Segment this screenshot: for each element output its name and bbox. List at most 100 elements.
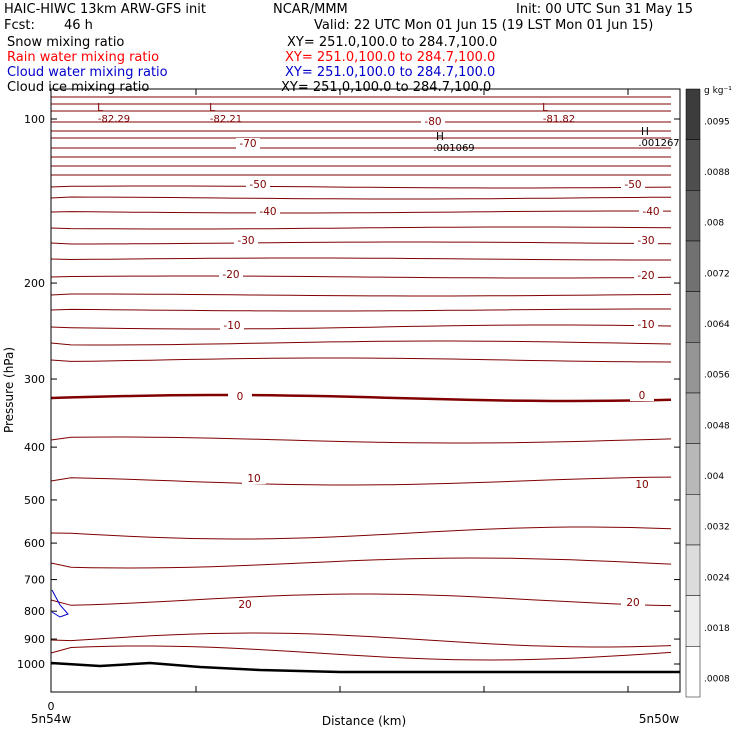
terrain-line (50, 661, 680, 674)
colorbar-tick-label: .0048 (704, 421, 730, 431)
contour-label-bg (236, 138, 260, 149)
colorbar-tick-label: .0008 (704, 675, 730, 685)
colorbar-swatch (685, 544, 701, 596)
isotherm-line (50, 357, 672, 363)
contour-label-bg (630, 479, 654, 490)
colorbar: .0095 .0088 .008 .0072 .0064 .0056 .0048 .004 .0… (685, 88, 730, 698)
extremum-marker: L (97, 102, 103, 114)
extremum-value: -81.82 (543, 114, 575, 125)
contour-label: -40 (259, 206, 276, 218)
extremum-value: .001069 (433, 143, 474, 154)
plot-frame (50, 88, 681, 693)
contour-label: -30 (637, 235, 654, 247)
colorbar-tick-label: .0064 (704, 320, 730, 330)
contour-label-bg (233, 599, 257, 610)
contour-label-bg (228, 391, 252, 402)
contour-label-bg (630, 390, 654, 401)
fcst-label: Fcst: (4, 18, 35, 33)
isotherm-line (50, 557, 672, 569)
extremum-marker: H (641, 126, 649, 138)
colorbar-swatch (685, 139, 701, 191)
colorbar-swatch (685, 190, 701, 242)
contour-label: 10 (247, 473, 260, 485)
y-tick-label: 400 (24, 441, 45, 454)
field-xy-cloud-ice: XY= 251.0,100.0 to 284.7,100.0 (281, 80, 492, 95)
contour-label: -40 (642, 206, 659, 218)
contour-label: -20 (637, 270, 654, 282)
colorbar-swatch (685, 595, 701, 647)
y-axis-label: Pressure (hPa) (2, 347, 16, 433)
y-tick-label: 600 (24, 537, 45, 550)
contour-label: 10 (635, 479, 648, 491)
contour-label: -80 (424, 116, 441, 128)
x-tick-zero: 0 (48, 700, 55, 713)
fcst-value: 46 h (64, 18, 93, 33)
field-name-rain: Rain water mixing ratio (7, 50, 160, 65)
contour-label-bg (219, 269, 243, 280)
contour-label-bg (621, 597, 645, 608)
colorbar-tick-label: .0032 (704, 523, 730, 533)
isotherm-line (50, 324, 672, 330)
y-tick-label: 700 (24, 574, 45, 587)
isotherm-line (50, 436, 672, 444)
colorbar-swatch (685, 291, 701, 343)
model-title: HAIC-HIWC 13km ARW-GFS init (4, 2, 206, 17)
field-xy-rain: XY= 251.0,100.0 to 284.7,100.0 (285, 50, 496, 65)
contour-label: -30 (237, 235, 254, 247)
colorbar-tick-label: .0088 (704, 168, 730, 178)
isotherm-line (50, 393, 672, 403)
isotherm-line (50, 526, 672, 540)
field-name-cloud-water: Cloud water mixing ratio (7, 65, 168, 80)
center-label: NCAR/MMM (273, 2, 348, 17)
colorbar-tick-label: .0024 (704, 573, 730, 583)
contour-label-bg (634, 235, 658, 246)
colorbar-tick-label: .0018 (704, 624, 730, 634)
contour-label: -10 (637, 319, 654, 331)
contour-label-bg (246, 179, 270, 190)
contour-label-bg (639, 206, 663, 217)
contour-label-bg (634, 270, 658, 281)
cloud-water-contour (51, 589, 69, 618)
isotherm-line (50, 645, 672, 661)
colorbar-tick-label: .004 (704, 472, 724, 482)
contour-label: -50 (624, 179, 641, 191)
contour-label-bg (242, 473, 266, 484)
x-axis-label: Distance (km) (322, 714, 406, 728)
isotherm-line (50, 593, 672, 607)
isotherm-line (50, 293, 672, 297)
isotherm-line (50, 632, 672, 648)
y-tick-label: 100 (24, 113, 45, 126)
x-axis (50, 89, 629, 692)
isotherm-line (50, 340, 672, 346)
contour-label-bg (220, 320, 244, 331)
contour-label-bg (634, 319, 658, 330)
temperature-contours: -80 -70 -50 -50 -40 -40 -30 -30 -20 -20 -10 -10 0 0 10… (50, 96, 680, 674)
field-xy-snow: XY= 251.0,100.0 to 284.7,100.0 (287, 35, 498, 50)
colorbar-swatch (685, 88, 701, 140)
isotherm-line (50, 241, 672, 245)
extremum-marker: L (542, 102, 548, 114)
y-tick-label: 900 (24, 633, 45, 646)
extremum-value: -82.21 (210, 114, 242, 125)
isotherm-line (50, 226, 672, 230)
isotherm-line (50, 196, 672, 200)
extremum-value: .001267 (638, 138, 679, 149)
colorbar-swatch (685, 646, 701, 698)
contour-label: 20 (626, 597, 639, 609)
contour-label: -70 (239, 138, 256, 150)
y-tick-label: 1000 (17, 658, 45, 671)
isotherm-line (50, 257, 671, 261)
isotherm-line (50, 185, 672, 189)
contour-label-bg (256, 206, 280, 217)
colorbar-swatch (685, 342, 701, 394)
contour-label: -50 (249, 179, 266, 191)
extremum-value: -82.29 (98, 114, 130, 125)
y-tick-label: 200 (24, 277, 45, 290)
contour-label: 0 (237, 391, 244, 403)
contour-label-bg (234, 235, 258, 246)
valid-time: Valid: 22 UTC Mon 01 Jun 15 (19 LST Mon … (314, 18, 654, 33)
y-tick-label: 500 (24, 494, 45, 507)
colorbar-swatch (685, 240, 701, 292)
